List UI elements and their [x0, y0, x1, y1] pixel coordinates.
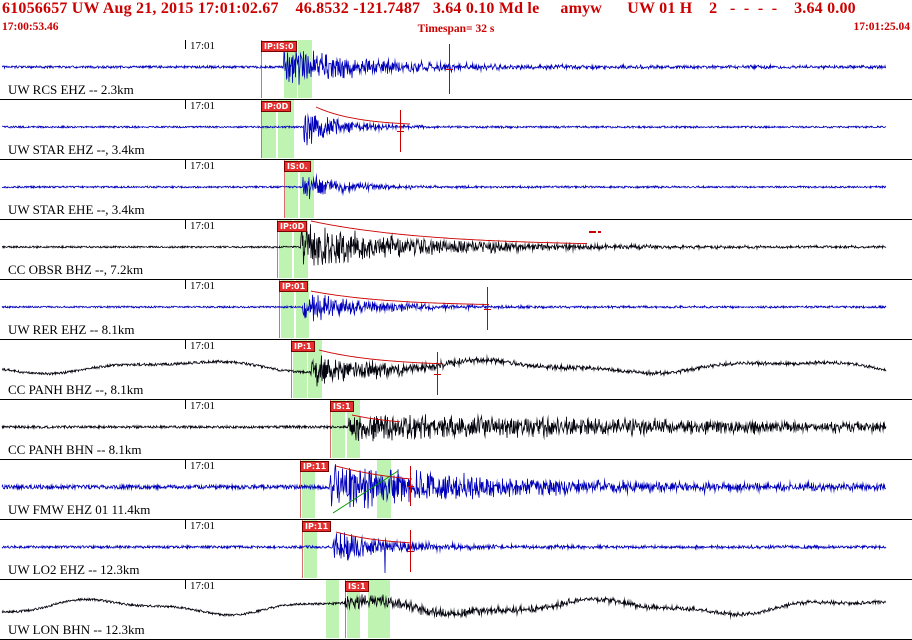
pick-flag[interactable]: IS:1: [345, 581, 369, 592]
waveform-canvas[interactable]: [0, 40, 912, 98]
pick-flag[interactable]: IP:11: [302, 521, 332, 532]
minute-label: 17:01: [190, 280, 216, 292]
waveform-canvas[interactable]: [0, 520, 912, 578]
amplitude-marker[interactable]: [484, 287, 491, 330]
minute-tick: [185, 160, 186, 169]
station-label: UW RER EHZ -- 8.1km: [8, 322, 135, 337]
window-end-time: 17:01:25.04: [853, 21, 910, 33]
pick-flag[interactable]: IP:0D: [277, 221, 308, 232]
pick-flag[interactable]: IS:1: [330, 401, 354, 412]
minute-label: 17:01: [190, 400, 216, 412]
window-start-time: 17:00:53.46: [2, 21, 59, 33]
amplitude-marker-tick: [407, 486, 414, 487]
pick-flag[interactable]: IP:0D: [261, 101, 292, 112]
minute-label: 17:01: [190, 460, 216, 472]
minute-tick: [185, 280, 186, 289]
minute-label: 17:01: [190, 100, 216, 112]
amplitude-marker-tick: [407, 551, 414, 552]
station-label: UW LON BHN -- 12.3km: [8, 622, 145, 637]
waveform-canvas[interactable]: [0, 220, 912, 278]
waveform-canvas[interactable]: [0, 580, 912, 638]
minute-tick: [185, 340, 186, 349]
minute-label: 17:01: [190, 40, 216, 52]
station-label: UW LO2 EHZ -- 12.3km: [8, 562, 140, 577]
station-label: UW STAR EHE --, 3.4km: [8, 202, 145, 217]
amplitude-marker-tick: [484, 308, 491, 310]
trace-row: 17:01 IP:01 UW RER EHZ -- 8.1km: [0, 280, 912, 340]
minute-tick: [185, 100, 186, 109]
amplitude-dash: [598, 231, 601, 233]
trace-row: 17:01 IP:11 UW LO2 EHZ -- 12.3km: [0, 520, 912, 580]
amplitude-marker[interactable]: [434, 352, 441, 395]
trace-row: 17:01 IP:1 CC PANH BHZ --, 8.1km: [0, 340, 912, 400]
minute-label: 17:01: [190, 580, 216, 592]
event-summary-line: 61056657 UW Aug 21, 2015 17:01:02.67 46.…: [2, 0, 856, 17]
minute-label: 17:01: [190, 520, 216, 532]
minute-tick: [185, 40, 186, 49]
station-label: UW RCS EHZ -- 2.3km: [8, 82, 134, 97]
minute-label: 17:01: [190, 160, 216, 172]
pick-flag[interactable]: IP:IS:0: [261, 41, 297, 52]
pick-flag[interactable]: IP:11: [300, 461, 330, 472]
amplitude-marker[interactable]: [407, 530, 414, 572]
pick-flag[interactable]: IS:0.: [284, 161, 311, 172]
trace-row: 17:01 IP:0D CC OBSR BHZ --, 7.2km: [0, 220, 912, 280]
trace-row: 17:01 IP:0D UW STAR EHZ --, 3.4km: [0, 100, 912, 160]
minute-tick: [185, 400, 186, 409]
minute-label: 17:01: [190, 340, 216, 352]
station-label: CC OBSR BHZ --, 7.2km: [8, 262, 144, 277]
station-label: CC PANH BHN -- 8.1km: [8, 442, 142, 457]
trace-row: 17:01 IS:1 UW LON BHN -- 12.3km: [0, 580, 912, 640]
minute-tick: [185, 460, 186, 469]
minute-tick: [185, 520, 186, 529]
trace-row: 17:01 IP:11 UW FMW EHZ 01 11.4km: [0, 460, 912, 520]
minute-label: 17:01: [190, 220, 216, 232]
minute-tick: [185, 220, 186, 229]
station-label: UW FMW EHZ 01 11.4km: [8, 502, 151, 517]
waveform-canvas[interactable]: [0, 400, 912, 458]
waveform-canvas[interactable]: [0, 160, 912, 218]
amplitude-marker-tick: [397, 131, 404, 132]
pick-flag[interactable]: IP:01: [279, 281, 309, 292]
timespan-label: Timespan= 32 s: [417, 23, 495, 35]
waveform-canvas[interactable]: [0, 460, 912, 518]
amplitude-marker[interactable]: [397, 110, 404, 152]
trace-row: 17:01 IS:0. UW STAR EHE --, 3.4km: [0, 160, 912, 220]
station-label: CC PANH BHZ --, 8.1km: [8, 382, 144, 397]
amplitude-marker[interactable]: [446, 44, 453, 94]
amplitude-dash: [589, 231, 596, 233]
trace-row: 17:01 IS:1 CC PANH BHN -- 8.1km: [0, 400, 912, 460]
amplitude-marker-tick: [446, 69, 453, 70]
waveform-canvas[interactable]: [0, 280, 912, 338]
waveform-canvas[interactable]: [0, 100, 912, 158]
pick-flag[interactable]: IP:1: [291, 341, 315, 352]
minute-tick: [185, 580, 186, 589]
amplitude-marker[interactable]: [407, 466, 414, 506]
amplitude-marker-tick: [434, 373, 441, 375]
waveform-canvas[interactable]: [0, 340, 912, 398]
trace-row: 17:01 IP:IS:0 UW RCS EHZ -- 2.3km: [0, 40, 912, 100]
station-label: UW STAR EHZ --, 3.4km: [8, 142, 145, 157]
